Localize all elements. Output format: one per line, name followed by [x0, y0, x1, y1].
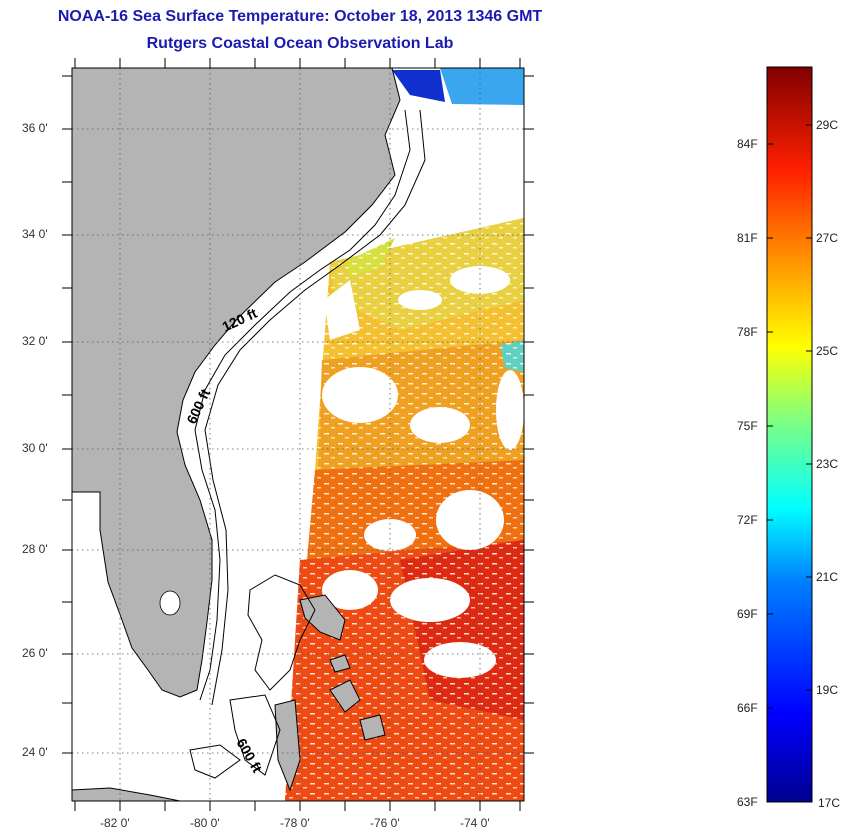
lat-label-30: 30 0' [22, 441, 48, 455]
colorbar-ticks [767, 124, 812, 709]
lon-label-74: -74 0' [460, 816, 490, 830]
lon-label-82: -82 0' [100, 816, 130, 830]
lon-label-78: -78 0' [280, 816, 310, 830]
lat-label-28: 28 0' [22, 542, 48, 556]
lon-label-76: -76 0' [370, 816, 400, 830]
lat-label-26: 26 0' [22, 646, 48, 660]
bathymetry-contours [189, 109, 426, 779]
map-title: NOAA-16 Sea Surface Temperature: October… [57, 8, 543, 25]
colorbar-f-84: 84F [737, 137, 758, 151]
land-mainland [72, 68, 401, 698]
colorbar-c-25: 25C [816, 344, 839, 358]
map-frame [71, 67, 525, 802]
colorbar [766, 66, 813, 803]
lon-label-80: -80 0' [190, 816, 220, 830]
map-subtitle: Rutgers Coastal Ocean Observation Lab [146, 35, 454, 52]
frame-ticks [62, 58, 534, 811]
colorbar-f-69: 69F [737, 607, 758, 621]
colorbar-c-21: 21C [816, 570, 839, 584]
colorbar-c-27: 27C [816, 231, 839, 245]
colorbar-f-63: 63F [737, 795, 758, 809]
lat-label-32: 32 0' [22, 334, 48, 348]
lat-label-36: 36 0' [22, 121, 48, 135]
colorbar-f-78: 78F [737, 325, 758, 339]
colorbar-f-75: 75F [737, 419, 758, 433]
land-bahamas [274, 594, 386, 792]
lake-okeechobee [159, 590, 181, 616]
colorbar-f-66: 66F [737, 701, 758, 715]
colorbar-c-23: 23C [816, 457, 839, 471]
colorbar-f-72: 72F [737, 513, 758, 527]
colorbar-c-29: 29C [816, 118, 839, 132]
colorbar-c-19: 19C [816, 683, 839, 697]
lat-label-34: 34 0' [22, 227, 48, 241]
colorbar-f-81: 81F [737, 231, 758, 245]
lat-label-24: 24 0' [22, 745, 48, 759]
colorbar-c-17: 17C [818, 796, 841, 810]
graticule [72, 68, 524, 801]
land-cuba [72, 787, 181, 801]
